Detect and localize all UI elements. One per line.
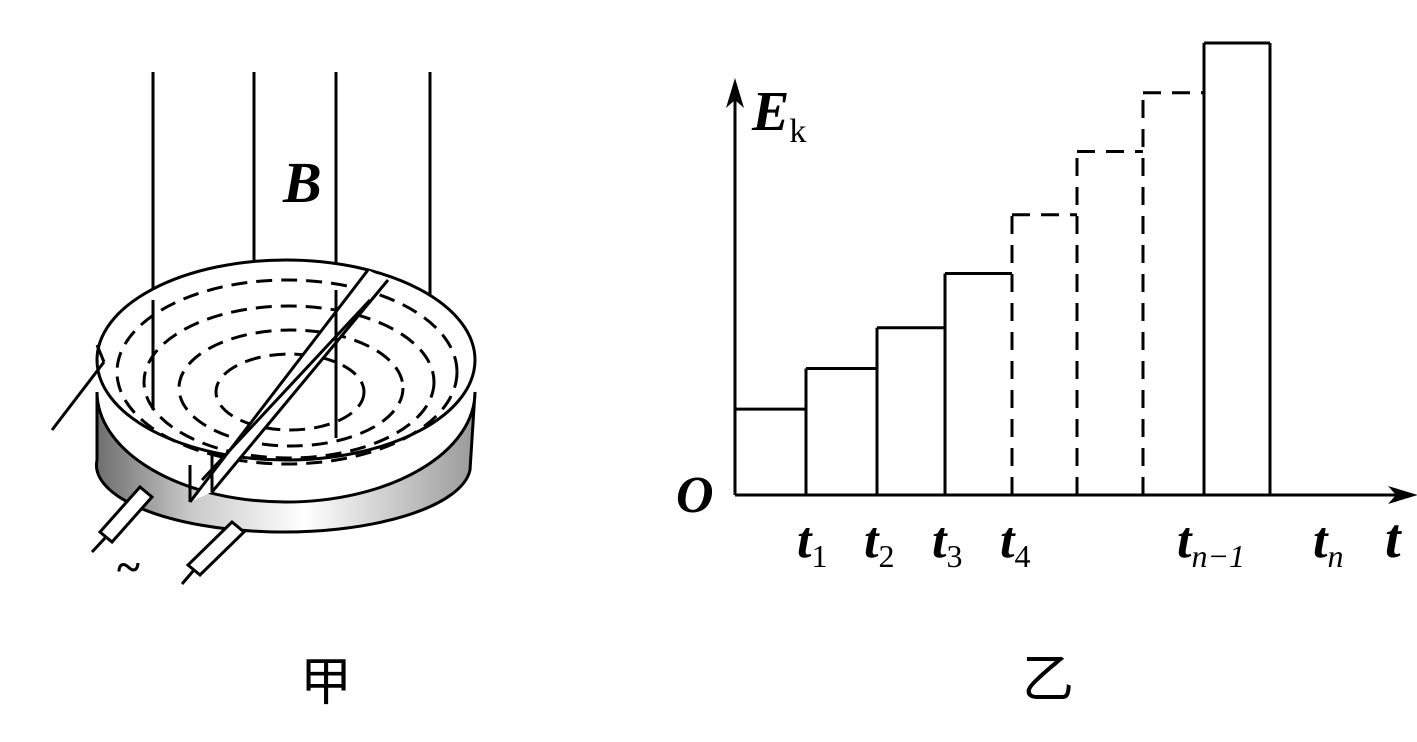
ac-source-symbol: ~ bbox=[117, 543, 140, 592]
energy-steps bbox=[735, 41, 1272, 495]
entry-line bbox=[50, 361, 106, 431]
tick-label: t1 bbox=[797, 512, 827, 574]
tick-label: tn bbox=[1313, 512, 1343, 574]
axes bbox=[733, 95, 1405, 497]
energy-time-graph: Ek t O t1 t2 t3 t4 tn−1 tn 乙 bbox=[676, 41, 1417, 710]
y-axis-subscript: k bbox=[789, 113, 806, 150]
figure-caption-a: 甲 bbox=[300, 653, 352, 713]
lead-wires bbox=[90, 484, 247, 585]
field-label-B: B bbox=[282, 150, 322, 215]
x-axis-label: t bbox=[1385, 508, 1402, 570]
figure-caption-b: 乙 bbox=[1022, 650, 1074, 710]
particle-orbit bbox=[115, 278, 459, 466]
tick-label: t2 bbox=[864, 512, 894, 574]
tick-label: t3 bbox=[932, 512, 962, 574]
y-axis-label: Ek bbox=[751, 81, 806, 150]
cyclotron-diagram: B ~ 甲 bbox=[50, 72, 477, 713]
x-axis-arrow bbox=[1388, 486, 1417, 504]
tick-labels: t1 t2 t3 t4 tn−1 tn bbox=[797, 512, 1343, 574]
disc-top-face bbox=[95, 258, 477, 462]
tick-label: tn−1 bbox=[1177, 512, 1245, 574]
disc-notch bbox=[95, 344, 106, 363]
origin-label: O bbox=[676, 467, 714, 524]
tick-label: t4 bbox=[1000, 512, 1030, 574]
y-axis-arrow bbox=[726, 78, 744, 108]
dee-gap bbox=[188, 269, 390, 503]
